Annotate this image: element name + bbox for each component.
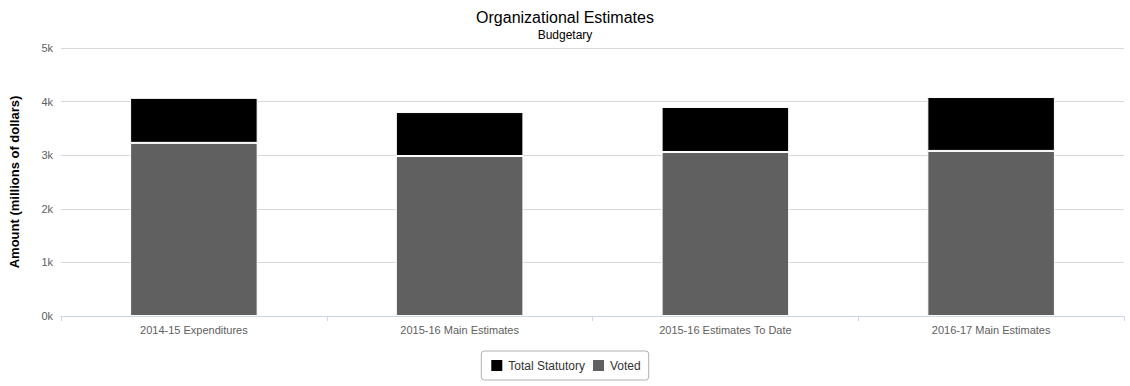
svg-text:2015-16 Main Estimates: 2015-16 Main Estimates bbox=[400, 324, 519, 336]
svg-text:2014-15 Expenditures: 2014-15 Expenditures bbox=[140, 324, 248, 336]
svg-text:1k: 1k bbox=[41, 256, 53, 268]
svg-text:5k: 5k bbox=[41, 42, 53, 54]
svg-text:2k: 2k bbox=[41, 203, 53, 215]
svg-text:Amount (millions of dollars): Amount (millions of dollars) bbox=[7, 96, 22, 269]
svg-text:2016-17 Main Estimates: 2016-17 Main Estimates bbox=[932, 324, 1051, 336]
svg-text:Budgetary: Budgetary bbox=[538, 28, 593, 42]
svg-text:0k: 0k bbox=[41, 310, 53, 322]
svg-text:4k: 4k bbox=[41, 96, 53, 108]
svg-text:Total Statutory: Total Statutory bbox=[508, 359, 585, 373]
svg-text:Voted: Voted bbox=[610, 359, 641, 373]
svg-text:3k: 3k bbox=[41, 149, 53, 161]
svg-text:2015-16 Estimates To Date: 2015-16 Estimates To Date bbox=[659, 324, 791, 336]
svg-text:Organizational Estimates: Organizational Estimates bbox=[476, 9, 654, 26]
